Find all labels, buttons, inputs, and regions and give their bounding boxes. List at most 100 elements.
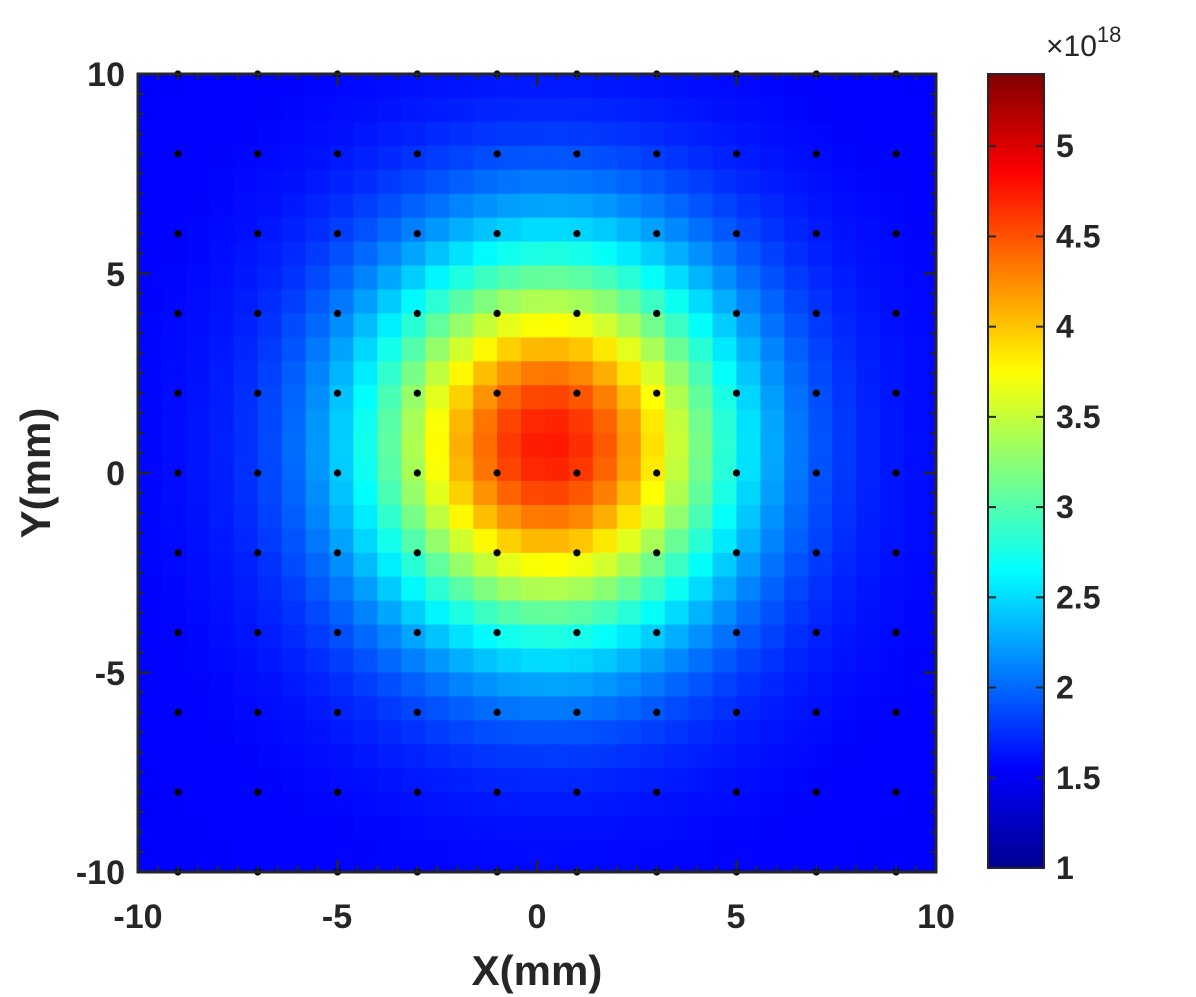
heatmap-cell (544, 816, 570, 841)
heatmap-cell (664, 528, 690, 554)
heatmap-cell (497, 457, 522, 482)
heatmap-cell (784, 217, 809, 243)
heatmap-cell (185, 624, 211, 650)
colorbar-gradient (987, 73, 1045, 869)
heatmap-cell (664, 337, 690, 362)
heatmap-cell (473, 504, 498, 530)
heatmap-cell (856, 265, 881, 291)
heatmap-cell (928, 337, 936, 362)
heatmap-cell (209, 169, 235, 195)
heatmap-cell (736, 361, 762, 386)
heatmap-cell (592, 121, 618, 147)
heatmap-cell (664, 600, 690, 626)
heatmap-cell (544, 576, 570, 602)
heatmap-cell (712, 600, 738, 626)
heatmap-cell (784, 840, 809, 865)
heatmap-cell (760, 792, 785, 817)
heatmap-cell (808, 169, 833, 195)
heatmap-cell (568, 337, 594, 362)
heatmap-cell (257, 409, 283, 434)
heatmap-cell (616, 361, 642, 386)
heatmap-cell (401, 792, 426, 817)
heatmap-cell (281, 528, 307, 554)
sample-point (493, 150, 501, 158)
sample-point (653, 788, 661, 796)
heatmap-cell (329, 457, 355, 482)
heatmap-cell (305, 504, 331, 530)
heatmap-cell (497, 217, 522, 243)
heatmap-cell (544, 241, 570, 267)
x-tick-label: -5 (322, 898, 352, 936)
heatmap-cell (904, 145, 929, 171)
heatmap-cell (185, 480, 211, 506)
heatmap-cell (592, 816, 618, 841)
heatmap-cell (616, 241, 642, 267)
heatmap-cell (688, 241, 714, 267)
heatmap-cell (712, 720, 738, 745)
heatmap-cell (257, 696, 283, 721)
heatmap-cell (329, 337, 355, 362)
heatmap-cell (544, 480, 570, 506)
heatmap-cell (928, 74, 936, 99)
heatmap-cell (185, 361, 211, 386)
heatmap-cell (449, 768, 474, 793)
heatmap-cell (904, 457, 929, 482)
heatmap-cell (568, 624, 594, 650)
heatmap-cell (353, 361, 378, 386)
x-tick-labels: -10 -5 0 5 10 (113, 898, 954, 936)
heatmap-cell (832, 672, 857, 698)
heatmap-cell (880, 528, 905, 554)
heatmap-cell (305, 385, 331, 410)
heatmap-cell (521, 121, 546, 147)
heatmap-cell (425, 744, 450, 769)
heatmap-cell (832, 528, 857, 554)
sample-point (812, 230, 820, 238)
heatmap-cell (161, 313, 187, 338)
heatmap-cell (329, 672, 355, 698)
heatmap-cell (257, 289, 283, 314)
heatmap-cell (521, 241, 546, 267)
heatmap-cell (425, 169, 450, 195)
heatmap-cell (832, 696, 857, 721)
heatmap-cell (832, 313, 857, 338)
colorbar-tick-label: 4.5 (1056, 218, 1100, 254)
heatmap-cell (736, 624, 762, 650)
heatmap-cell (401, 576, 426, 602)
heatmap-cell (185, 720, 211, 745)
heatmap-cell (425, 720, 450, 745)
heatmap-cell (808, 720, 833, 745)
heatmap-cell (281, 840, 307, 865)
heatmap-cell (736, 385, 762, 410)
heatmap-cell (736, 768, 762, 793)
heatmap-cell (473, 816, 498, 841)
heatmap-cell (449, 840, 474, 865)
heatmap-cell (880, 145, 905, 171)
heatmap-cell (521, 409, 546, 434)
heatmap-cell (568, 433, 594, 458)
heatmap-cell (688, 480, 714, 506)
heatmap-cell (736, 648, 762, 674)
heatmap-cell (257, 193, 283, 219)
heatmap-cell (473, 289, 498, 314)
heatmap-cell (138, 217, 163, 243)
heatmap-cell (544, 768, 570, 793)
heatmap-cell (904, 97, 929, 123)
heatmap-cell (928, 648, 936, 674)
heatmap-cell (856, 289, 881, 314)
heatmap-cell (640, 480, 666, 506)
heatmap-cell (161, 720, 187, 745)
sample-point (333, 150, 342, 158)
heatmap-cell (497, 672, 522, 698)
heatmap-cell (616, 648, 642, 674)
heatmap-cell (928, 864, 936, 872)
heatmap-cell (928, 289, 936, 314)
heatmap-cell (736, 121, 762, 147)
heatmap-cell (161, 97, 187, 123)
heatmap-cell (377, 552, 402, 578)
heatmap-cell (808, 792, 833, 817)
sample-point (812, 309, 820, 317)
heatmap-cell (521, 624, 546, 650)
heatmap-cell (281, 600, 307, 626)
heatmap-cell (233, 265, 259, 291)
heatmap-cell (377, 648, 402, 674)
